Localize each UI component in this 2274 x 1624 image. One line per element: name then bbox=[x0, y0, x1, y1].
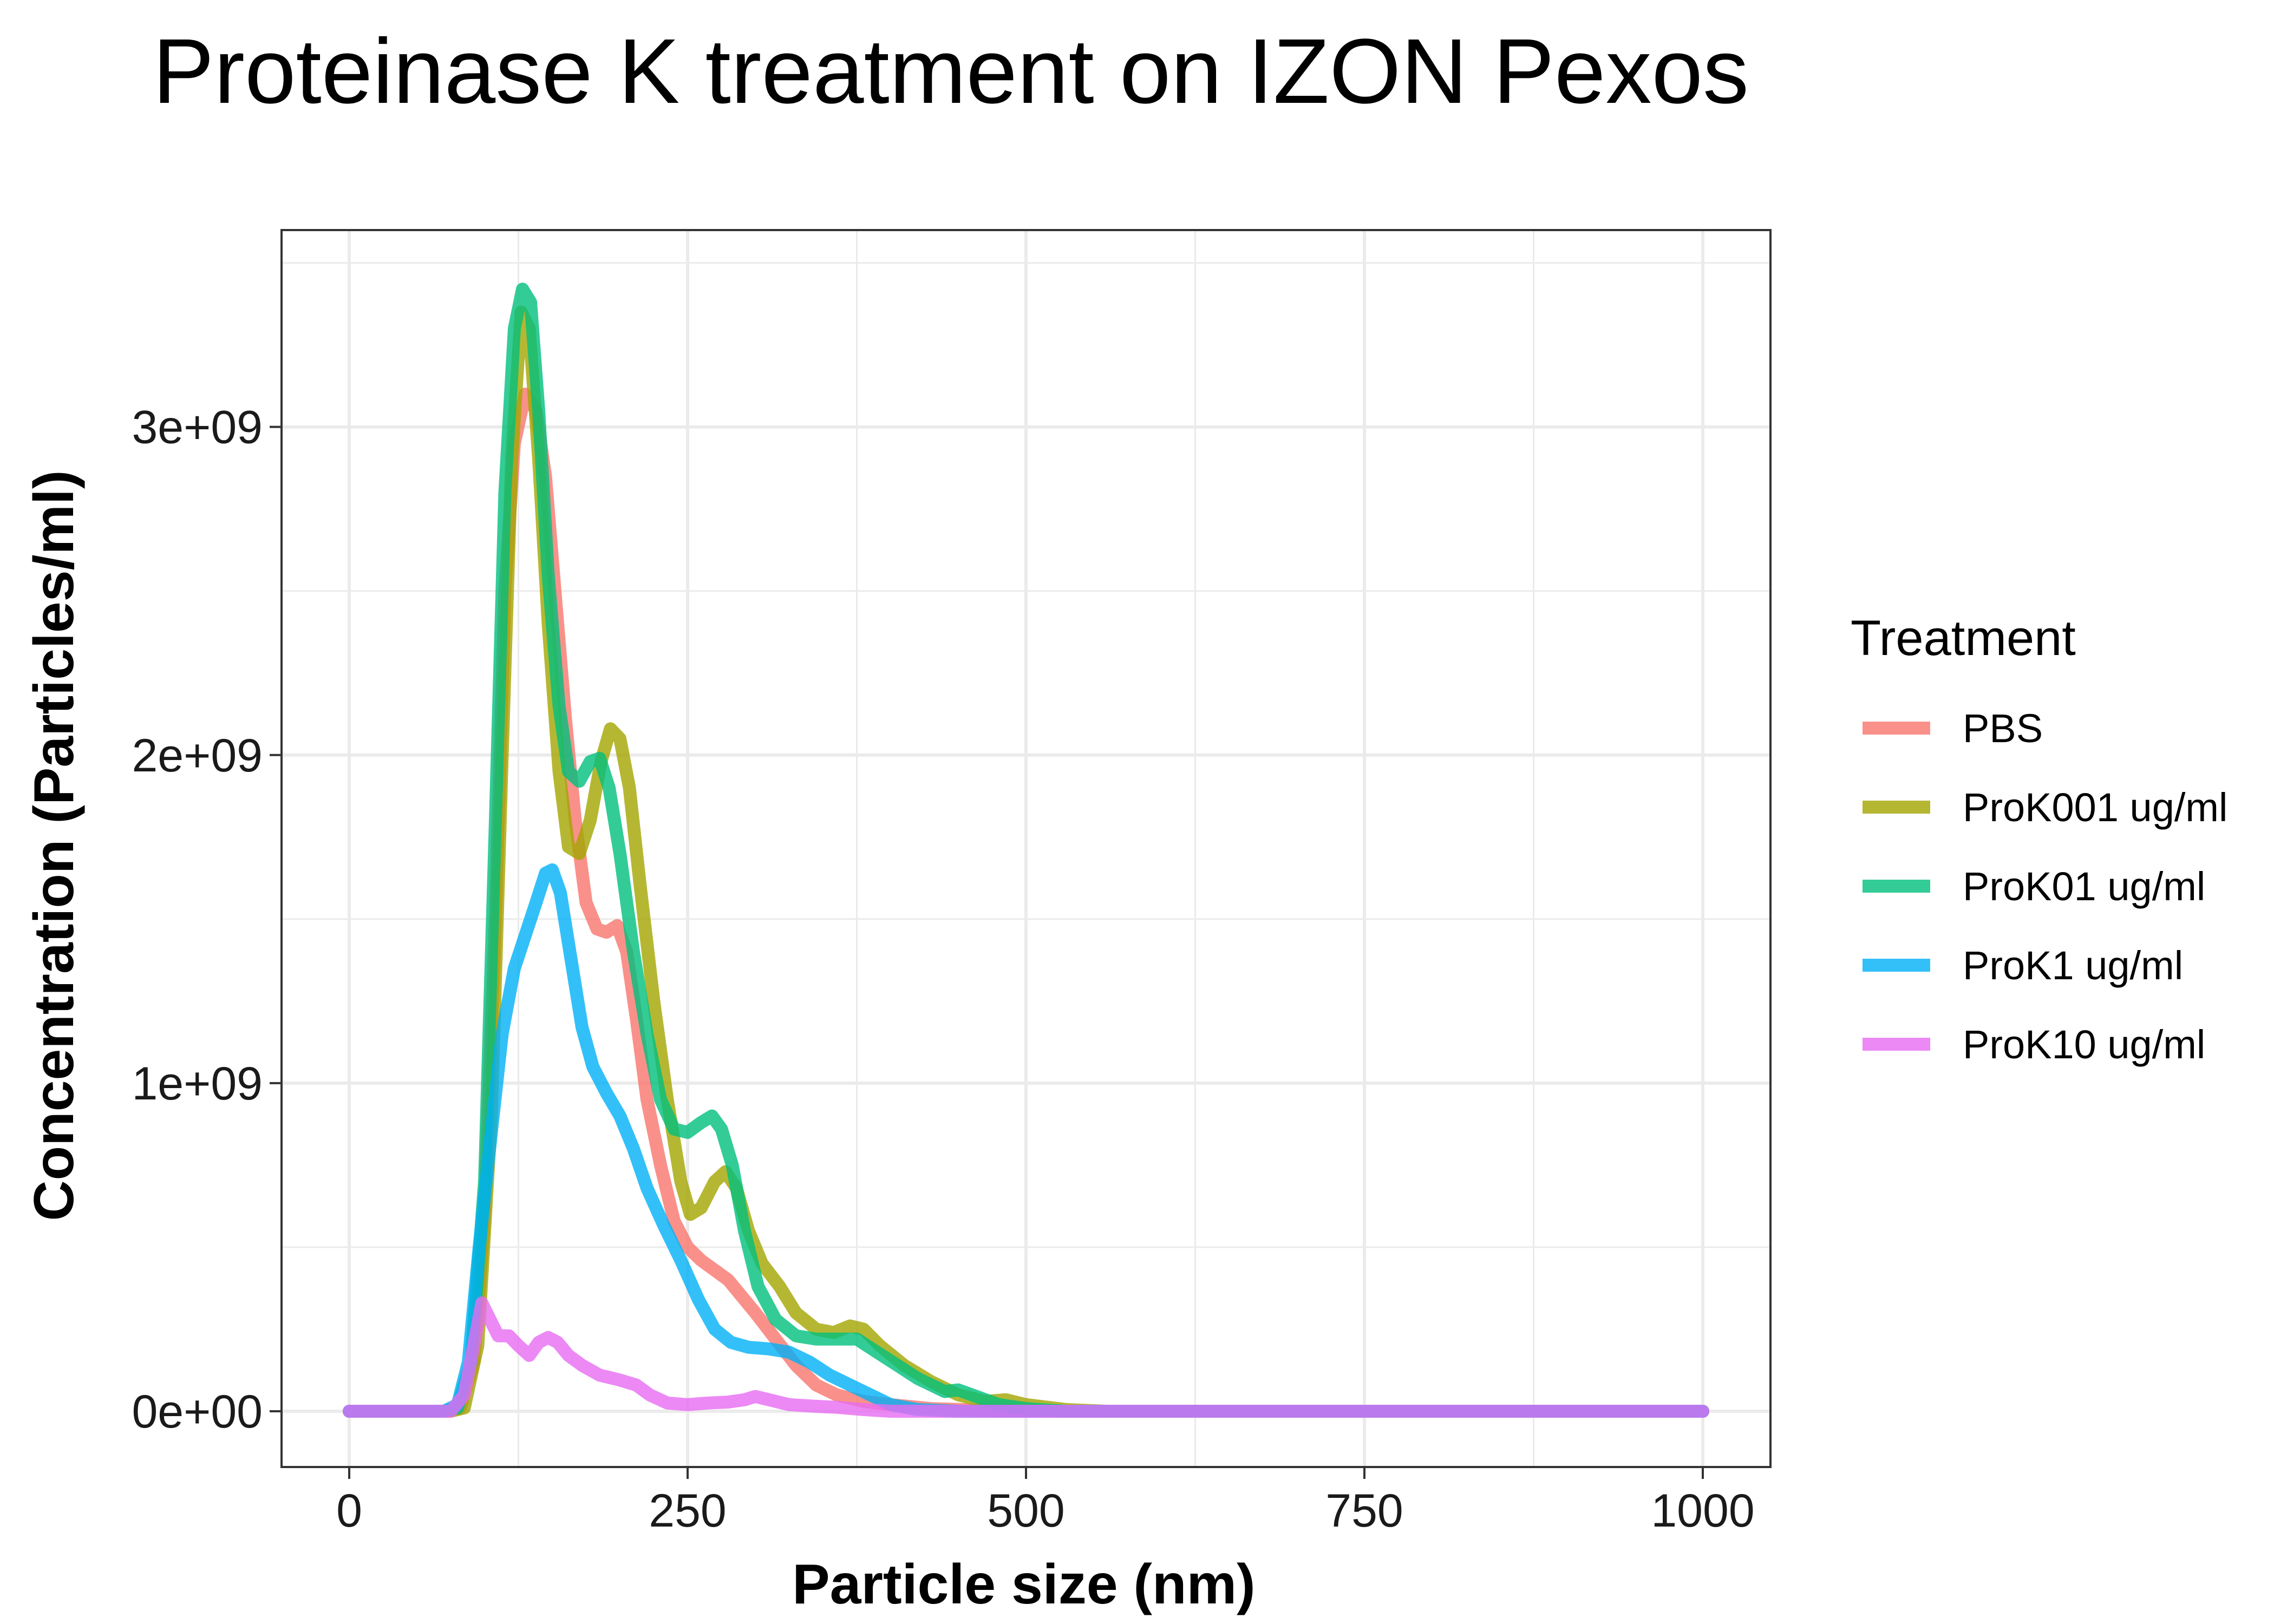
legend: Treatment PBS ProK001 ug/ml ProK01 ug/ml Pr… bbox=[1851, 611, 2228, 1067]
series-line bbox=[343, 283, 1709, 1418]
legend-title: Treatment bbox=[1851, 611, 2076, 666]
series-line bbox=[343, 863, 1709, 1418]
series-line bbox=[343, 1296, 1709, 1418]
legend-label: ProK10 ug/ml bbox=[1963, 1022, 2205, 1067]
y-tick-label: 1e+09 bbox=[132, 1058, 263, 1110]
legend-label: ProK001 ug/ml bbox=[1963, 785, 2228, 830]
y-axis-title: Concentration (Particles/ml) bbox=[23, 470, 86, 1221]
series-lines bbox=[343, 283, 1709, 1418]
x-tick-label: 1000 bbox=[1651, 1485, 1754, 1537]
x-tick-label: 750 bbox=[1325, 1485, 1403, 1537]
legend-label: PBS bbox=[1963, 706, 2043, 751]
y-tick-label: 2e+09 bbox=[132, 730, 263, 782]
x-tick-label: 250 bbox=[649, 1485, 727, 1537]
y-tick-label: 0e+00 bbox=[132, 1386, 263, 1438]
legend-label: ProK01 ug/ml bbox=[1963, 864, 2205, 909]
axes: 0 250 500 750 1000 0e+00 1e+09 2e+09 3e+09 bbox=[132, 229, 1772, 1537]
plot-panel bbox=[282, 230, 1770, 1467]
y-tick-label: 3e+09 bbox=[132, 402, 263, 454]
x-tick-label: 0 bbox=[336, 1485, 362, 1537]
legend-label: ProK1 ug/ml bbox=[1963, 943, 2183, 988]
x-axis-title: Particle size (nm) bbox=[792, 1553, 1255, 1616]
chart-title: Proteinase K treatment on IZON Pexos bbox=[153, 20, 1749, 123]
x-tick-label: 500 bbox=[987, 1485, 1065, 1537]
